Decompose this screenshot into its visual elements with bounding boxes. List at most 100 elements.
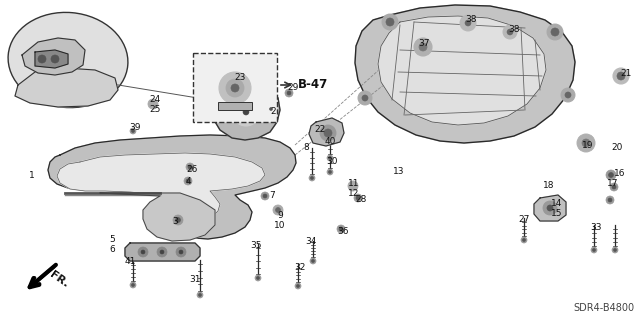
- Circle shape: [522, 239, 525, 241]
- Circle shape: [465, 20, 471, 26]
- Circle shape: [358, 91, 372, 105]
- Circle shape: [173, 215, 183, 225]
- Circle shape: [521, 237, 527, 243]
- Circle shape: [612, 247, 618, 253]
- Text: 10: 10: [275, 221, 285, 231]
- Circle shape: [328, 170, 332, 174]
- Text: 11: 11: [348, 179, 360, 188]
- Text: 16: 16: [614, 168, 626, 177]
- Circle shape: [362, 95, 368, 101]
- Polygon shape: [378, 16, 546, 125]
- Circle shape: [547, 24, 563, 40]
- Text: 6: 6: [109, 246, 115, 255]
- Circle shape: [606, 170, 616, 180]
- Circle shape: [51, 55, 59, 63]
- Text: 9: 9: [277, 211, 283, 220]
- Circle shape: [219, 72, 251, 104]
- Circle shape: [337, 225, 345, 233]
- Circle shape: [617, 72, 625, 80]
- Circle shape: [543, 201, 557, 215]
- Circle shape: [614, 249, 616, 251]
- Circle shape: [327, 155, 333, 161]
- Circle shape: [141, 250, 145, 254]
- Circle shape: [243, 109, 249, 115]
- Circle shape: [460, 15, 476, 31]
- Polygon shape: [15, 68, 118, 107]
- Text: 20: 20: [611, 143, 623, 152]
- Circle shape: [239, 105, 253, 119]
- Circle shape: [356, 196, 360, 200]
- Circle shape: [186, 179, 190, 183]
- Circle shape: [503, 25, 517, 39]
- Circle shape: [130, 128, 136, 134]
- Text: 29: 29: [287, 84, 299, 93]
- Circle shape: [419, 43, 427, 51]
- Polygon shape: [534, 195, 566, 221]
- Circle shape: [609, 173, 614, 177]
- Circle shape: [582, 139, 590, 147]
- Text: 25: 25: [149, 106, 161, 115]
- Circle shape: [186, 163, 194, 171]
- Text: 19: 19: [582, 140, 594, 150]
- Circle shape: [257, 277, 259, 279]
- Text: 13: 13: [393, 167, 404, 176]
- Text: 8: 8: [303, 144, 309, 152]
- Circle shape: [320, 125, 336, 141]
- Circle shape: [339, 227, 343, 231]
- Circle shape: [312, 259, 314, 263]
- Circle shape: [160, 250, 164, 254]
- Circle shape: [269, 108, 273, 110]
- Polygon shape: [35, 50, 68, 68]
- Circle shape: [565, 92, 571, 98]
- Text: 1: 1: [29, 170, 35, 180]
- Text: 18: 18: [543, 181, 555, 189]
- Text: 40: 40: [324, 137, 336, 146]
- Circle shape: [328, 157, 332, 160]
- Circle shape: [591, 247, 597, 253]
- Circle shape: [324, 129, 332, 137]
- Circle shape: [354, 194, 362, 202]
- Circle shape: [386, 18, 394, 26]
- Text: 41: 41: [124, 256, 136, 265]
- Text: 30: 30: [326, 158, 338, 167]
- Circle shape: [310, 176, 314, 180]
- Circle shape: [613, 68, 629, 84]
- Circle shape: [606, 196, 614, 204]
- Text: 37: 37: [419, 40, 429, 48]
- Ellipse shape: [8, 12, 128, 108]
- Circle shape: [577, 134, 595, 152]
- Text: 4: 4: [185, 177, 191, 187]
- Circle shape: [231, 84, 239, 92]
- Circle shape: [197, 292, 203, 298]
- Circle shape: [263, 194, 267, 198]
- Text: 14: 14: [551, 199, 563, 209]
- Circle shape: [547, 205, 553, 211]
- Circle shape: [38, 55, 46, 63]
- Circle shape: [261, 192, 269, 200]
- Circle shape: [561, 88, 575, 102]
- Circle shape: [131, 130, 134, 132]
- Circle shape: [268, 106, 274, 112]
- Circle shape: [593, 249, 595, 251]
- Text: 26: 26: [186, 166, 198, 174]
- Circle shape: [296, 285, 300, 287]
- Circle shape: [157, 247, 167, 257]
- Circle shape: [188, 165, 192, 169]
- Text: 2: 2: [270, 108, 276, 116]
- Polygon shape: [213, 82, 280, 140]
- Text: 27: 27: [518, 214, 530, 224]
- Text: 3: 3: [172, 217, 178, 226]
- Text: 28: 28: [355, 196, 367, 204]
- Circle shape: [232, 98, 260, 126]
- Text: 32: 32: [294, 263, 306, 271]
- Circle shape: [131, 284, 134, 286]
- Text: 39: 39: [129, 123, 141, 132]
- Text: 15: 15: [551, 210, 563, 219]
- Circle shape: [414, 38, 432, 56]
- Text: 31: 31: [189, 276, 201, 285]
- Circle shape: [184, 177, 192, 185]
- Text: 35: 35: [250, 241, 262, 250]
- Circle shape: [310, 258, 316, 264]
- Circle shape: [608, 198, 612, 202]
- Circle shape: [176, 247, 186, 257]
